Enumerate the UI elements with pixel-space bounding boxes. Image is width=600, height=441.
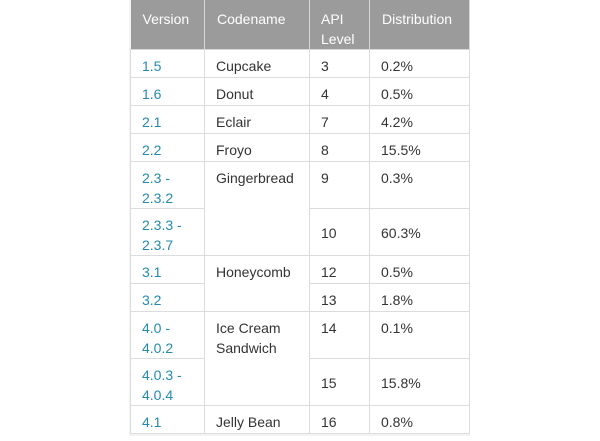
api-level-cell: 3: [309, 49, 370, 78]
api-level-cell: 7: [309, 105, 370, 134]
version-link[interactable]: 4.1: [130, 405, 205, 434]
distribution-cell: 0.8%: [369, 405, 470, 434]
distribution-table-container: Version Codename API Level Distribution …: [129, 0, 470, 436]
version-link[interactable]: 2.3.3 - 2.3.7: [130, 208, 205, 256]
table-row: 2.2 Froyo 8 15.5%: [130, 133, 470, 162]
table-row: 3.1 Honeycomb 12 0.5%: [130, 255, 470, 312]
codename-cell: Donut: [204, 77, 310, 106]
version-link[interactable]: 2.1: [130, 105, 205, 134]
api-level-cell: 15: [309, 358, 370, 406]
api-level-cell: 10: [309, 208, 370, 256]
distribution-cell: 4.2%: [369, 105, 470, 134]
api-level-cell: 9: [309, 161, 370, 209]
version-link[interactable]: 2.2: [130, 133, 205, 162]
codename-cell: Gingerbread: [204, 161, 310, 256]
api-level-cell: 14: [309, 311, 370, 359]
distribution-cell: 15.5%: [369, 133, 470, 162]
table-row: 4.1 Jelly Bean 16 0.8%: [130, 405, 470, 434]
version-link[interactable]: 4.0 - 4.0.2: [130, 311, 205, 359]
version-link[interactable]: 1.5: [130, 49, 205, 78]
distribution-cell: 15.8%: [369, 358, 470, 406]
distribution-cell: 0.2%: [369, 49, 470, 78]
api-level-cell: 12: [309, 255, 370, 284]
api-level-cell: 8: [309, 133, 370, 162]
codename-cell: Cupcake: [204, 49, 310, 78]
header-api-level: API Level: [309, 0, 370, 50]
distribution-cell: 0.5%: [369, 77, 470, 106]
table-row: 2.1 Eclair 7 4.2%: [130, 105, 470, 134]
version-link[interactable]: 3.2: [130, 283, 205, 312]
version-link[interactable]: 3.1: [130, 255, 205, 284]
distribution-cell: 0.1%: [369, 311, 470, 359]
codename-cell: Eclair: [204, 105, 310, 134]
version-link[interactable]: 1.6: [130, 77, 205, 106]
api-level-cell: 16: [309, 405, 370, 434]
api-level-cell: 13: [309, 283, 370, 312]
table-row: 1.6 Donut 4 0.5%: [130, 77, 470, 106]
table-row: 2.3.3 - 2.3.7 10 60.3%: [130, 208, 470, 256]
version-link[interactable]: 2.3 - 2.3.2: [130, 161, 205, 209]
table-row: 4.0.3 - 4.0.4 15 15.8%: [130, 358, 470, 406]
header-version: Version: [130, 0, 205, 50]
table-row: 4.0 - 4.0.2 Ice Cream Sandwich 14 0.1%: [130, 311, 470, 406]
table-row: 2.3 - 2.3.2 Gingerbread 9 0.3%: [130, 161, 470, 256]
distribution-cell: 0.5%: [369, 255, 470, 284]
codename-cell: Jelly Bean: [204, 405, 310, 434]
android-distribution-table: Version Codename API Level Distribution …: [130, 0, 470, 434]
codename-cell: Honeycomb: [204, 255, 310, 312]
table-header-row: Version Codename API Level Distribution: [130, 0, 470, 50]
distribution-cell: 1.8%: [369, 283, 470, 312]
table-row: 1.5 Cupcake 3 0.2%: [130, 49, 470, 78]
codename-cell: Ice Cream Sandwich: [204, 311, 310, 406]
distribution-cell: 0.3%: [369, 161, 470, 209]
api-level-cell: 4: [309, 77, 370, 106]
version-link[interactable]: 4.0.3 - 4.0.4: [130, 358, 205, 406]
codename-cell: Froyo: [204, 133, 310, 162]
header-codename: Codename: [204, 0, 310, 50]
distribution-cell: 60.3%: [369, 208, 470, 256]
header-distribution: Distribution: [369, 0, 470, 50]
